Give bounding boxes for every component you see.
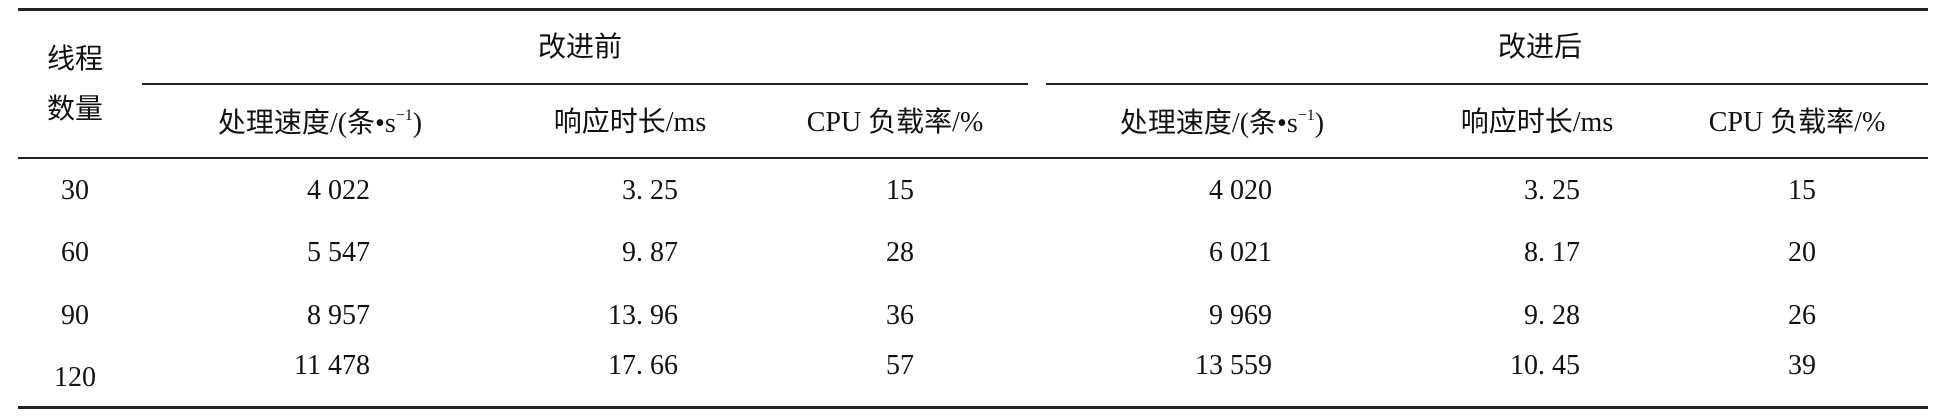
bottom-rule: [18, 406, 1928, 409]
group-header-after: 改进后: [1497, 32, 1583, 63]
col-header-latency-after: 响应时长/ms: [1460, 107, 1614, 138]
cell-before-speed: 11 478: [294, 350, 370, 381]
cell-before-speed: 4 022: [307, 175, 370, 206]
cell-after-speed: 4 020: [1209, 175, 1272, 206]
col-header-cpu-before: CPU 负载率/%: [806, 107, 984, 138]
cell-before-cpu: 28: [886, 237, 914, 268]
col-header-speed-after: 处理速度/(条•s−1): [1119, 107, 1325, 139]
cell-after-speed: 6 021: [1209, 237, 1272, 268]
col-header-speed-before: 处理速度/(条•s−1): [217, 107, 423, 139]
cell-after-cpu: 15: [1788, 175, 1816, 206]
cell-after-cpu: 39: [1788, 350, 1816, 381]
cell-after-speed: 13 559: [1195, 350, 1272, 381]
cell-before-speed: 8 957: [307, 300, 370, 331]
cell-before-latency: 17. 66: [608, 350, 678, 381]
cell-before-latency: 13. 96: [608, 300, 678, 331]
group-header-before: 改进前: [537, 32, 623, 63]
cell-after-latency: 10. 45: [1510, 350, 1580, 381]
cell-threads: 90: [61, 300, 89, 331]
header-rule: [18, 157, 1928, 159]
cell-after-latency: 3. 25: [1524, 175, 1580, 206]
cell-before-cpu: 57: [886, 350, 914, 381]
cell-before-cpu: 15: [886, 175, 914, 206]
col-header-latency-before: 响应时长/ms: [553, 107, 707, 138]
cell-after-speed: 9 969: [1209, 300, 1272, 331]
cell-before-speed: 5 547: [307, 237, 370, 268]
row-header-line-1: 线程: [46, 44, 104, 75]
cell-after-latency: 9. 28: [1524, 300, 1580, 331]
cell-after-cpu: 26: [1788, 300, 1816, 331]
cell-before-latency: 9. 87: [622, 237, 678, 268]
top-rule: [18, 8, 1928, 11]
group-rule-after: [1046, 83, 1928, 85]
cell-threads: 30: [61, 175, 89, 206]
row-header-line-2: 数量: [46, 94, 104, 125]
col-header-cpu-after: CPU 负载率/%: [1708, 107, 1886, 138]
cell-after-cpu: 20: [1788, 237, 1816, 268]
cell-before-cpu: 36: [886, 300, 914, 331]
cell-threads: 120: [54, 362, 96, 393]
cell-threads: 60: [61, 237, 89, 268]
group-rule-before: [142, 83, 1028, 85]
cell-before-latency: 3. 25: [622, 175, 678, 206]
cell-after-latency: 8. 17: [1524, 237, 1580, 268]
